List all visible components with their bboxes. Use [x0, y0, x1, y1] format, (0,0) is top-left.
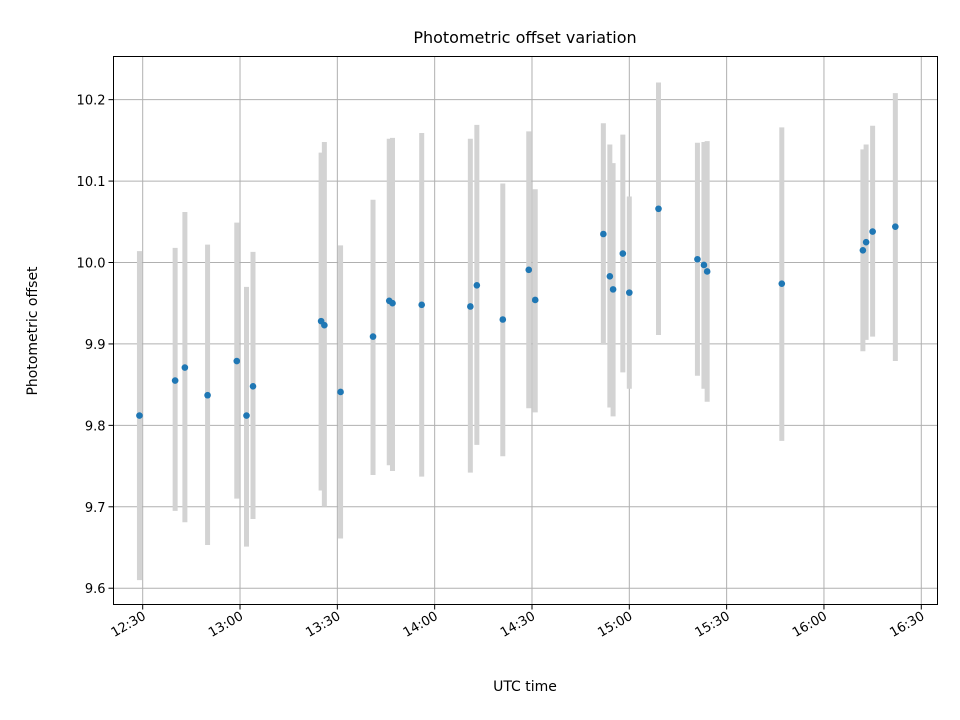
- axis-ticks: 12:30 13:00 13:30 14:00 14:30 15:00 15:30 16:00…: [77, 94, 928, 641]
- y-tick-label: 9.7: [85, 501, 106, 516]
- data-point: [531, 296, 539, 304]
- data-point: [136, 412, 143, 419]
- data-point: [204, 391, 211, 399]
- data-points: [136, 205, 899, 419]
- x-tick-label: 15:30: [693, 609, 733, 641]
- data-point: [418, 301, 425, 309]
- error-bars: [136, 82, 898, 581]
- data-point: [525, 266, 533, 274]
- data-point: [337, 388, 344, 396]
- data-point: [892, 223, 899, 230]
- data-point: [859, 246, 867, 254]
- x-tick-label: 15:00: [595, 609, 635, 641]
- data-point: [600, 230, 607, 238]
- y-tick-label: 9.8: [85, 419, 106, 434]
- x-tick-label: 14:30: [498, 609, 538, 641]
- x-axis-label: UTC time: [493, 679, 557, 695]
- y-tick-label: 10.0: [77, 257, 106, 272]
- data-point: [467, 303, 474, 310]
- y-tick-label: 9.9: [85, 338, 106, 353]
- data-point: [249, 382, 257, 390]
- data-point: [321, 321, 328, 329]
- y-tick-label: 10.1: [77, 175, 106, 190]
- data-point: [243, 412, 250, 419]
- plot-frame: [113, 56, 938, 605]
- x-tick-label: 14:00: [401, 609, 441, 641]
- data-point: [619, 250, 627, 257]
- data-point: [694, 255, 701, 263]
- data-point: [389, 299, 396, 307]
- data-point: [233, 357, 241, 365]
- data-point: [171, 377, 179, 384]
- data-point: [862, 238, 870, 246]
- y-tick-label: 9.6: [85, 582, 106, 597]
- x-tick-label: 13:30: [303, 609, 343, 641]
- data-point: [778, 280, 786, 287]
- data-point: [606, 273, 614, 280]
- data-point: [703, 268, 711, 275]
- data-point: [181, 364, 189, 371]
- y-tick-label: 10.2: [77, 94, 106, 109]
- x-tick-label: 16:00: [790, 609, 830, 641]
- x-tick-label: 13:00: [206, 609, 246, 641]
- chart-title: Photometric offset variation: [413, 28, 636, 47]
- data-point: [700, 261, 708, 269]
- data-point: [473, 282, 481, 289]
- data-point: [869, 228, 876, 235]
- data-point: [626, 289, 633, 296]
- x-tick-label: 16:30: [887, 609, 927, 641]
- data-point: [369, 333, 377, 340]
- data-point: [655, 205, 662, 213]
- data-point: [499, 316, 507, 323]
- y-axis-label: Photometric offset: [25, 266, 41, 396]
- x-tick-label: 12:30: [109, 609, 149, 641]
- data-point: [609, 286, 617, 293]
